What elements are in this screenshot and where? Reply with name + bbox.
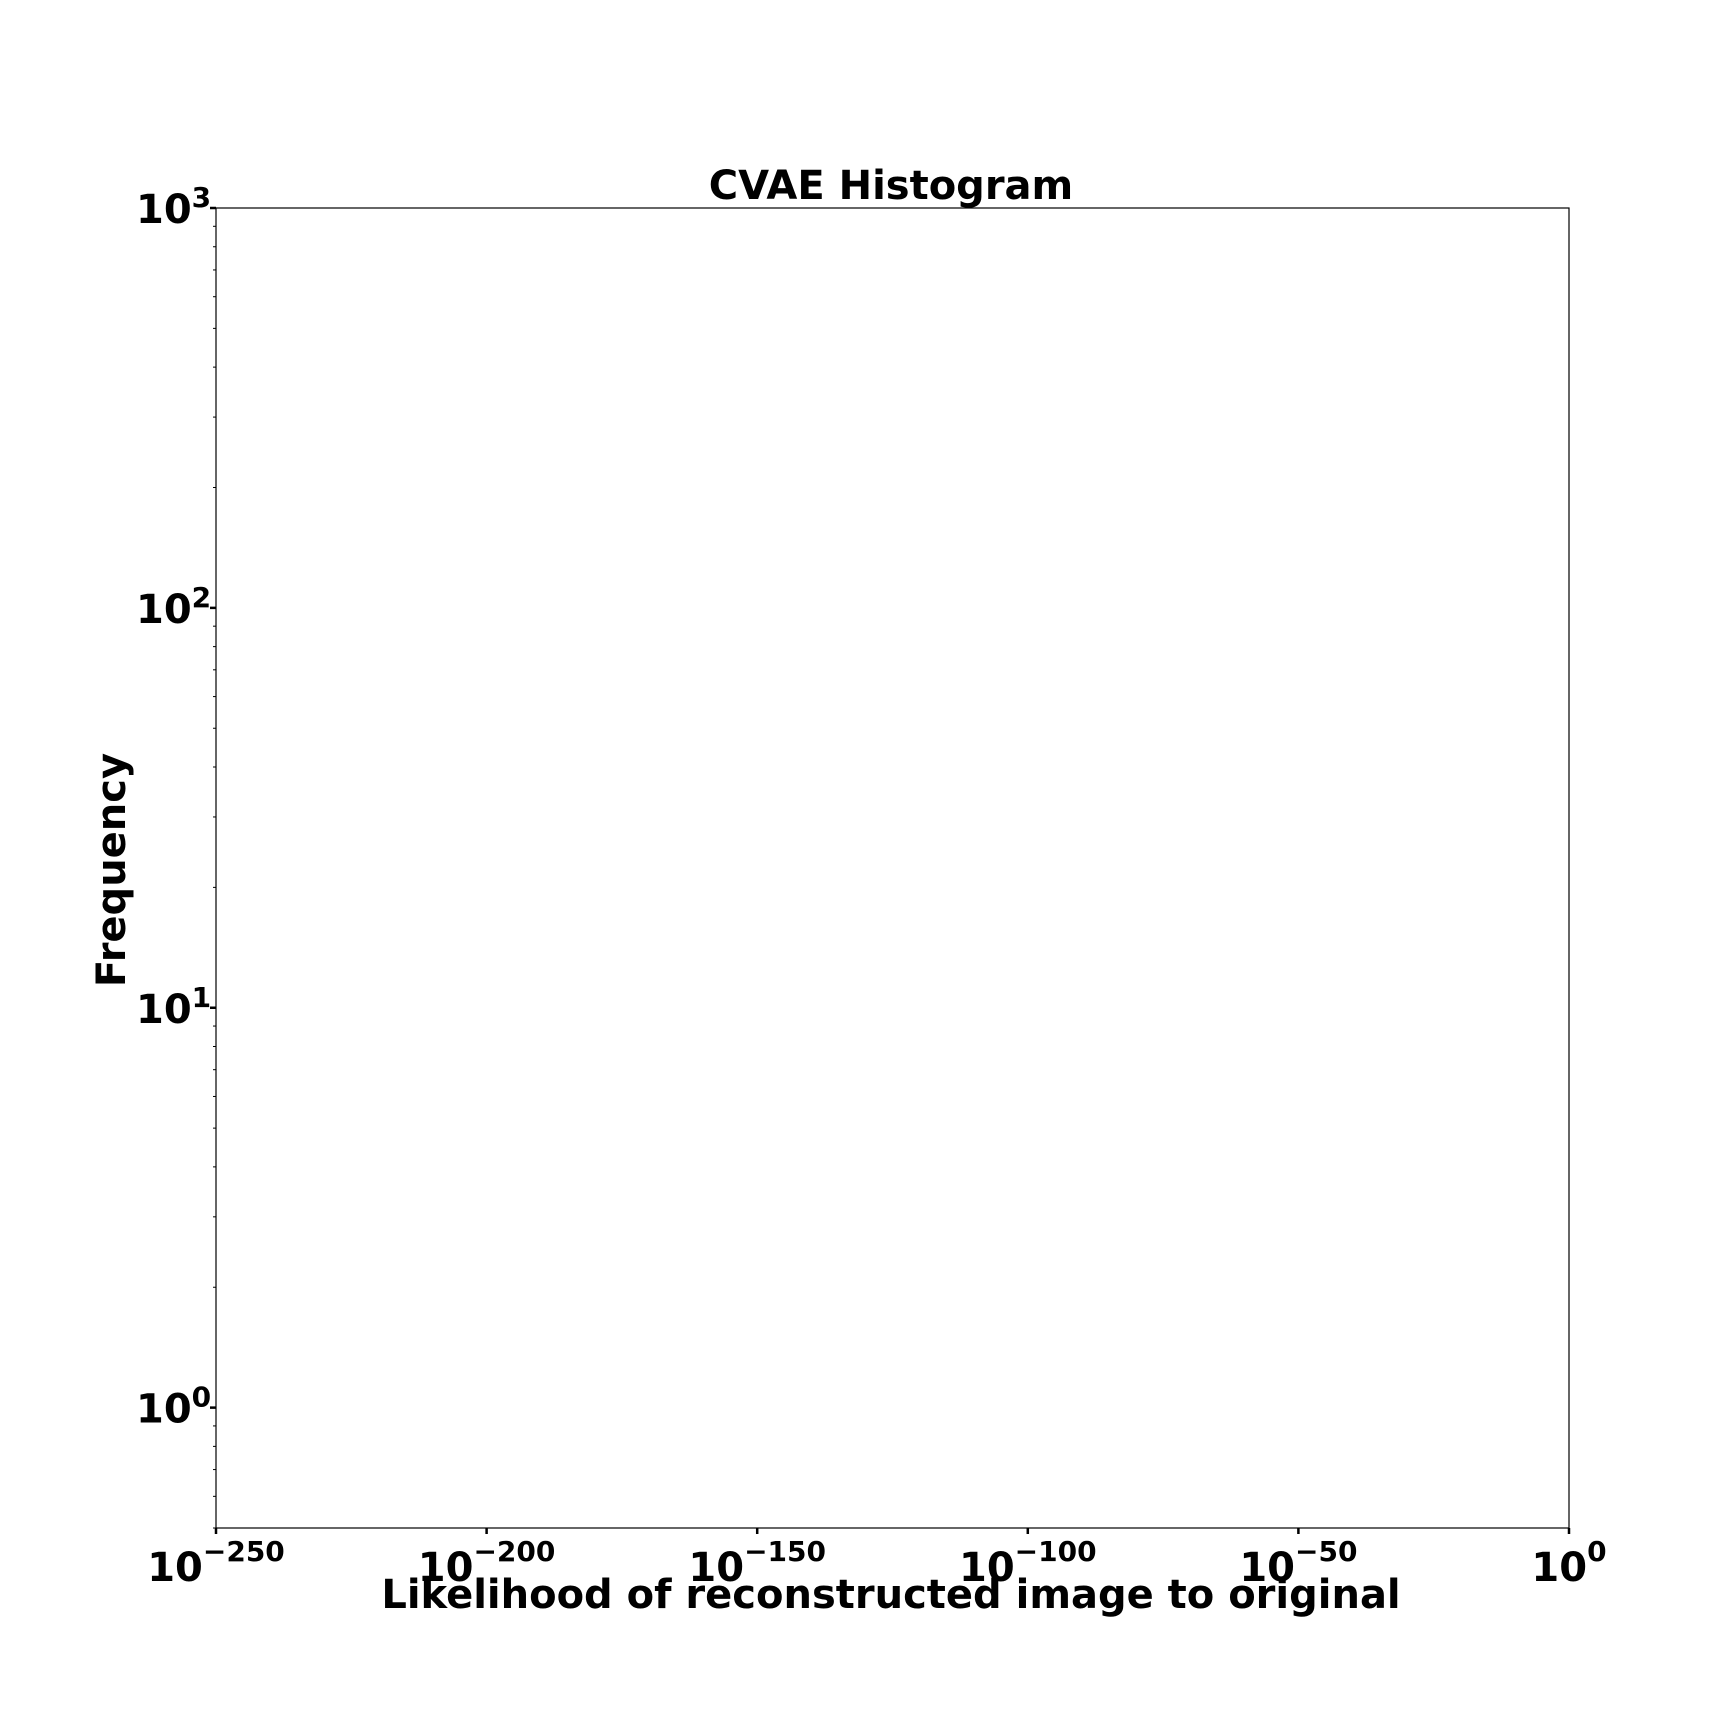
x-axis: 10−250 10−200 10−150 10−100 10−50 100 [147,1528,1607,1591]
y-axis: 100 101 102 103 [136,181,216,1433]
chart-title: CVAE Histogram [709,163,1073,209]
x-tick-label: 10−250 [147,1535,285,1591]
plot-area [215,207,1570,1529]
y-tick-label: 100 [136,1381,211,1433]
x-tick-label: 10−200 [418,1535,556,1591]
y-minor-ticks [213,225,216,1529]
y-tick-label: 102 [136,581,211,633]
x-tick-label: 10−50 [1239,1535,1357,1591]
x-tick-label: 10−150 [688,1535,826,1591]
y-tick-label: 101 [136,981,211,1033]
x-tick-label: 10−100 [959,1535,1097,1591]
x-axis-label: Likelihood of reconstructed image to ori… [381,1572,1400,1618]
y-axis-label: Frequency [89,753,135,987]
y-tick-label: 103 [136,181,211,233]
x-tick-label: 100 [1531,1535,1606,1591]
